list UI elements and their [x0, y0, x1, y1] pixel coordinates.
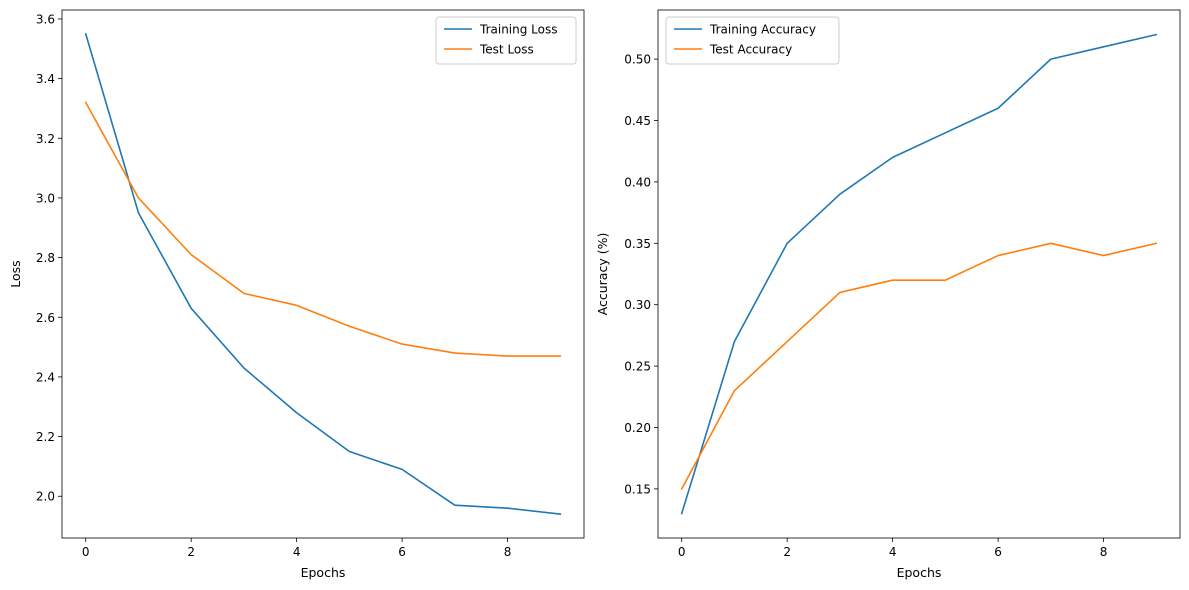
- y-tick-label: 0.45: [624, 114, 651, 128]
- x-axis-label: Epochs: [897, 565, 942, 580]
- y-tick-label: 3.6: [36, 12, 55, 26]
- y-axis-label: Loss: [8, 260, 23, 287]
- plot-frame: [61, 9, 585, 539]
- y-tick-label: 0.25: [624, 360, 651, 374]
- plot-frame: [657, 9, 1181, 539]
- legend-label: Training Loss: [479, 23, 557, 37]
- y-tick-label: 2.6: [36, 311, 55, 325]
- x-tick-label: 8: [1100, 545, 1108, 559]
- legend-label: Training Accuracy: [709, 23, 816, 37]
- legend: Training Accuracy Test Accuracy: [665, 16, 840, 65]
- x-tick-label: 0: [678, 545, 686, 559]
- y-tick-label: 0.20: [624, 421, 651, 435]
- y-tick-label: 3.0: [36, 191, 55, 205]
- legend-box: [665, 16, 840, 65]
- y-tick-label: 3.2: [36, 132, 55, 146]
- legend: Training Loss Test Loss: [435, 16, 577, 65]
- y-tick-label: 2.8: [36, 251, 55, 265]
- series-line-training-accuracy: [680, 33, 1158, 515]
- y-tick-label: 0.50: [624, 53, 651, 67]
- legend-label: Test Loss: [479, 43, 534, 57]
- series-line-test-accuracy: [680, 242, 1158, 490]
- chart-panel-1: 0 2 4 6 8 2.0 2.2 2.4 2.6 2.8 3.0 3.2 3.4 3.6 Epochs Lo…: [8, 9, 585, 580]
- series-line-test-loss: [84, 101, 562, 357]
- y-axis-label: Accuracy (%): [595, 233, 610, 316]
- y-tick-label: 0.35: [624, 237, 651, 251]
- series-line-training-loss: [84, 32, 562, 516]
- y-tick-label: 2.2: [36, 430, 55, 444]
- y-tick-label: 0.30: [624, 298, 651, 312]
- chart-panel-2: 0 2 4 6 8 0.15 0.20 0.25 0.30 0.35 0.40 0.45 0.50 Epo…: [595, 9, 1181, 580]
- y-tick-label: 2.4: [36, 370, 55, 384]
- y-tick-label: 0.15: [624, 482, 651, 496]
- x-axis-label: Epochs: [301, 565, 346, 580]
- x-tick-label: 2: [187, 545, 195, 559]
- x-tick-label: 6: [994, 545, 1002, 559]
- legend-label: Test Accuracy: [709, 43, 792, 57]
- y-tick-label: 2.0: [36, 490, 55, 504]
- x-tick-label: 8: [504, 545, 512, 559]
- x-tick-label: 4: [889, 545, 897, 559]
- y-tick-label: 3.4: [36, 72, 55, 86]
- x-tick-label: 0: [82, 545, 90, 559]
- x-tick-label: 4: [293, 545, 301, 559]
- x-tick-label: 2: [783, 545, 791, 559]
- y-tick-label: 0.40: [624, 175, 651, 189]
- x-tick-label: 6: [398, 545, 406, 559]
